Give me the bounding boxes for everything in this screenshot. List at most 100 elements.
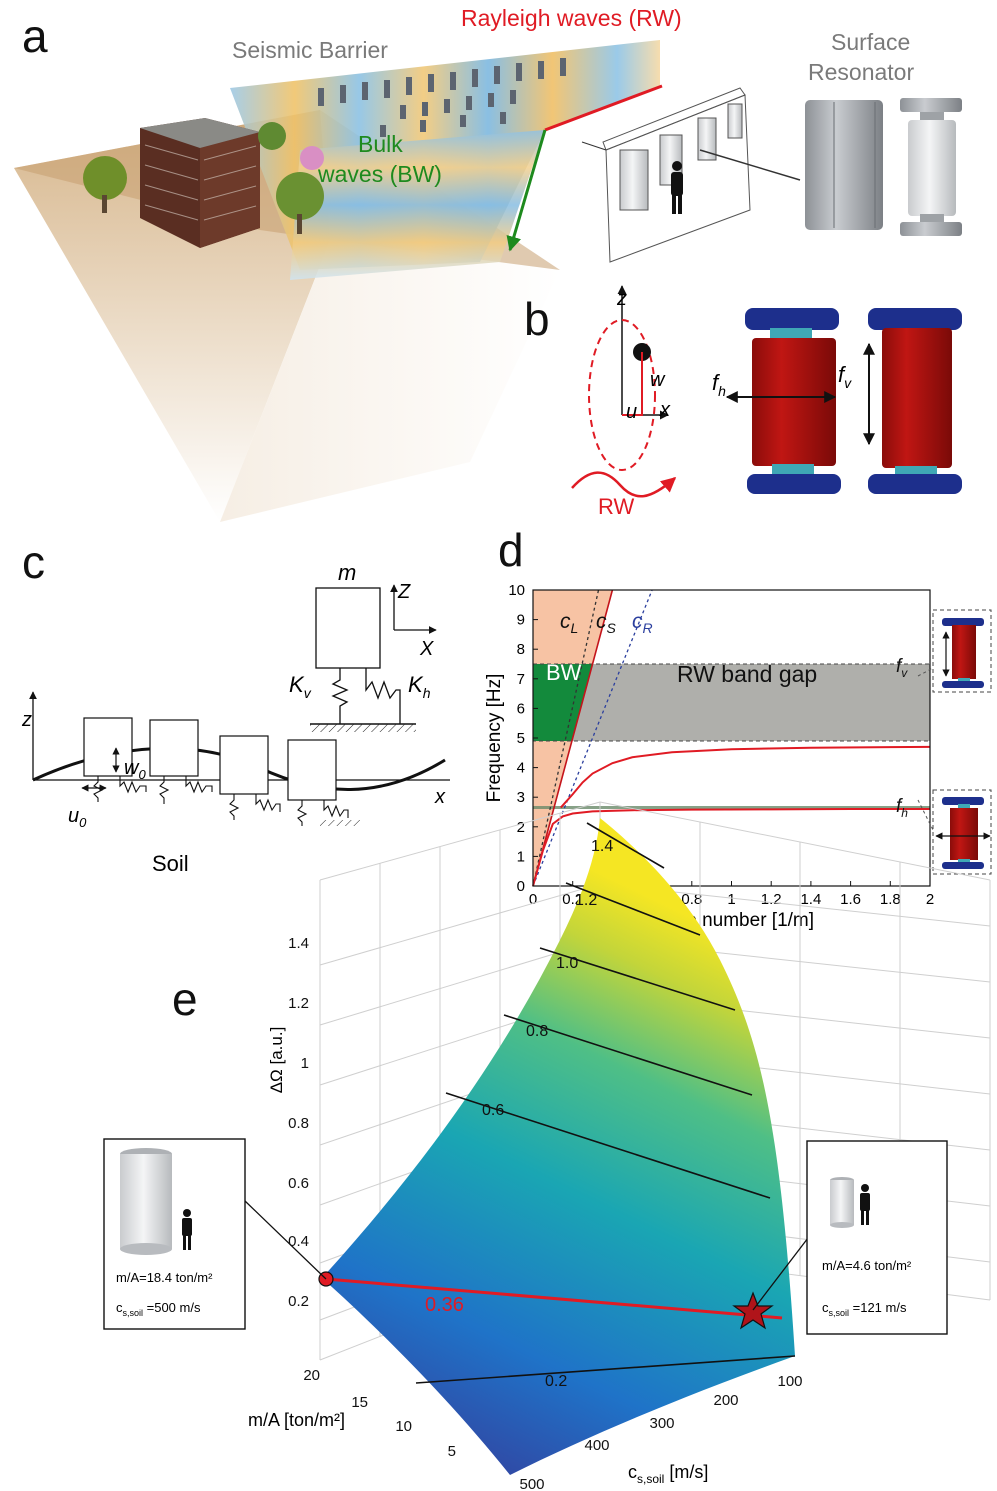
left-box-mass: m/A=18.4 ton/m²: [116, 1270, 213, 1285]
u0-label: u0: [68, 805, 87, 830]
y-tick: 20: [303, 1367, 320, 1384]
large-resonator-icon: [120, 1148, 172, 1255]
y-tick-label: 6: [517, 700, 525, 717]
rw-wave-arrow: [571, 471, 677, 498]
y-tick-label: 1: [517, 848, 525, 865]
rayleigh-path: [544, 84, 663, 132]
panel-b-letter: b: [524, 293, 550, 345]
response-surface: [322, 818, 795, 1475]
x-tick: 500: [519, 1476, 544, 1491]
y-tick-label: 10: [508, 582, 525, 599]
y-tick-labels: 20 15 10 5: [303, 1367, 456, 1460]
contour-label: 1.4: [591, 838, 613, 855]
mass-label: m: [338, 560, 356, 585]
label-cS: cS: [596, 610, 617, 636]
highlight-value: 0.36: [425, 1294, 464, 1316]
bw-label: BW: [546, 660, 582, 685]
kh-label: Kh: [408, 672, 431, 701]
b-rw-label: RW: [598, 494, 634, 519]
label-cL: cL: [560, 610, 578, 636]
left-box-speed: cs,soil =500 m/s: [116, 1300, 201, 1318]
mass-box: [315, 587, 381, 669]
e-y-label: m/A [ton/m²]: [248, 1410, 345, 1430]
x-tick-label: 1.6: [840, 891, 861, 908]
b-x-label: x: [659, 399, 671, 421]
panel-d: d 00.20.40.60.811.21.41.61.8201234567891…: [484, 524, 992, 931]
band-gap-label: RW band gap: [677, 661, 817, 687]
b-fh-label: fh: [712, 370, 726, 399]
b-u-label: u: [626, 401, 637, 423]
z-tick: 0.4: [288, 1233, 309, 1250]
band-gap-region: [533, 664, 930, 741]
bw-region: [533, 664, 593, 741]
resonator-array: [83, 717, 337, 801]
contour-label: 0.8: [526, 1023, 548, 1040]
light-line-0: [533, 590, 600, 886]
x-tick-labels: 500 400 300 200 100: [519, 1373, 802, 1491]
dispersion-curve-1: [560, 745, 931, 809]
x-tick: 300: [649, 1415, 674, 1432]
c-z-label: z: [21, 709, 32, 731]
e-x-label: cs,soil [m/s]: [628, 1462, 708, 1486]
horizontal-spring: [365, 668, 401, 724]
light-line-1: [533, 590, 614, 886]
seismic-barrier-label: Seismic Barrier: [232, 37, 388, 63]
right-box-speed: cs,soil =121 m/s: [822, 1300, 907, 1318]
trees: [83, 122, 324, 234]
person-icon-right: [860, 1184, 870, 1225]
y-tick-label: 0: [517, 878, 525, 895]
highlight-line: [325, 1277, 783, 1320]
person-icon-left: [182, 1209, 192, 1250]
resonator-springs: [93, 776, 349, 826]
contour-label: 0.6: [482, 1102, 504, 1119]
c-X-label: X: [419, 638, 434, 660]
light-line-2: [533, 590, 653, 886]
panel-e: e: [103, 801, 991, 1491]
resonator-horizontal-mode: [745, 308, 841, 494]
y-tick: 15: [351, 1394, 368, 1411]
b-z-label: z: [616, 288, 627, 310]
building: [140, 118, 260, 248]
z-tick: 1.2: [288, 995, 309, 1012]
rayleigh-label: Rayleigh waves (RW): [461, 5, 682, 31]
inset-vertical-mode: [932, 609, 992, 693]
x-tick: 400: [584, 1437, 609, 1454]
d-y-label: Frequency [Hz]: [484, 674, 505, 803]
dispersion-curve-0: [532, 808, 930, 887]
y-tick: 5: [448, 1443, 456, 1460]
contour-label: 0.2: [545, 1373, 567, 1390]
contour-lines: [415, 822, 796, 1384]
b-w-label: w: [650, 369, 666, 391]
panel-a: a: [14, 5, 962, 522]
c-Z-label: Z: [397, 581, 411, 603]
z-tick: 0.8: [288, 1115, 309, 1132]
e-z-label: ΔΩ [a.u.]: [267, 1027, 286, 1094]
label-fh: fh: [896, 796, 908, 820]
inset-horizontal-mode: [932, 789, 992, 875]
surface-resonator-grey: [805, 100, 883, 230]
z-tick-labels: 0.2 0.4 0.6 0.8 1 1.2 1.4: [288, 935, 309, 1310]
bulk-arrow: [506, 129, 547, 252]
resonator-vertical-mode: [868, 308, 962, 494]
contour-label: 1.0: [556, 955, 578, 972]
y-tick-label: 4: [517, 760, 525, 777]
particle-components: [622, 352, 643, 416]
contour-label: 1.2: [575, 892, 597, 909]
y-tick-label: 2: [517, 819, 525, 836]
dispersion-chart: 00.20.40.60.811.21.41.61.82012345678910W…: [484, 582, 934, 931]
panel-c: c m Z X Kv Kh: [21, 536, 450, 876]
ground-hatch: [310, 724, 416, 732]
highlight-star-right: [732, 1291, 774, 1330]
surface-resonator-white: [900, 98, 962, 236]
soil-block-side: [220, 240, 560, 522]
x-tick-label: 1.4: [800, 891, 821, 908]
c-x-label: x: [434, 786, 446, 808]
left-callout-line: [243, 1199, 327, 1280]
panel-a-letter: a: [22, 10, 48, 62]
panel-c-letter: c: [22, 536, 45, 588]
panel-d-letter: d: [498, 524, 524, 576]
y-tick-label: 8: [517, 641, 525, 658]
vertical-spring: [331, 668, 349, 724]
z-tick: 1: [301, 1055, 309, 1072]
